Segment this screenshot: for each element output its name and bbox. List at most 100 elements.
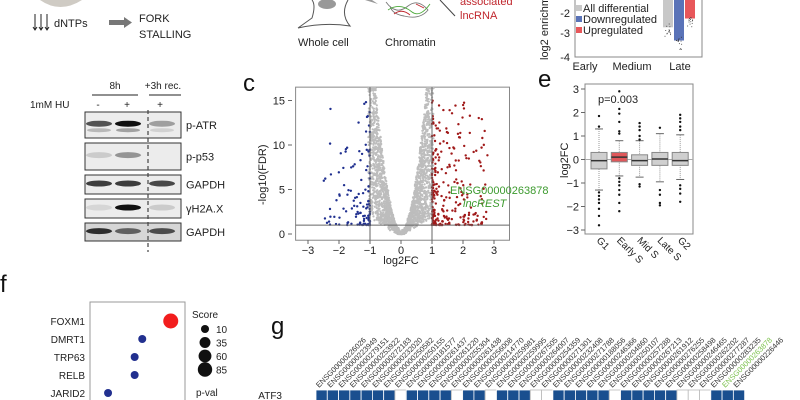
point-ns xyxy=(380,183,384,186)
point-ns xyxy=(425,98,429,102)
point-up xyxy=(438,129,442,132)
point-up xyxy=(450,112,454,115)
point-ns xyxy=(393,228,396,231)
y-tick: 2 xyxy=(573,108,579,120)
point-ns xyxy=(425,96,428,100)
point-down xyxy=(359,211,362,215)
point-up xyxy=(469,183,472,186)
point-ns xyxy=(419,204,422,207)
data-point xyxy=(665,29,667,31)
point-up xyxy=(442,140,445,143)
point-up xyxy=(467,213,471,217)
point-ns xyxy=(386,202,389,205)
point-ns xyxy=(410,205,413,209)
outlier xyxy=(658,201,662,205)
point-ns xyxy=(428,186,432,189)
dntps-label: dNTPs xyxy=(54,18,88,30)
bar xyxy=(685,0,695,19)
panel-b-schematic: associated lncRNA Whole cell Chromatin xyxy=(297,0,513,49)
point-ns xyxy=(388,207,391,211)
outlier xyxy=(597,125,601,128)
point-up xyxy=(472,220,475,223)
point-ns xyxy=(424,165,427,169)
down-arrows-icon xyxy=(32,14,50,31)
gene-name-annotation: lncREST xyxy=(463,198,508,210)
point-ns xyxy=(427,161,430,164)
point-ns xyxy=(424,148,427,151)
point-up xyxy=(436,217,439,220)
point-down xyxy=(364,188,367,191)
heatmap-cell xyxy=(383,389,396,400)
point-ns xyxy=(402,232,405,235)
point-down xyxy=(338,193,341,196)
point-down xyxy=(335,199,338,202)
data-point xyxy=(680,36,682,38)
point-ns xyxy=(382,208,385,212)
heatmap-cell xyxy=(721,389,734,400)
point-ns xyxy=(420,206,423,210)
point-ns xyxy=(378,129,381,132)
y-tick: 15 xyxy=(273,96,285,108)
point-ns xyxy=(421,174,424,177)
point-ns xyxy=(385,210,388,213)
point-ns xyxy=(376,213,379,216)
point-ns xyxy=(388,201,391,205)
data-point xyxy=(666,25,668,27)
point-ns xyxy=(419,161,422,164)
point-ns xyxy=(385,187,388,190)
point-ns xyxy=(371,192,374,196)
point-ns xyxy=(373,205,376,208)
point-ns xyxy=(423,195,427,199)
point-ns xyxy=(415,209,418,212)
point-ns xyxy=(372,94,375,97)
heatmap: ATF3 ENSG00000226026ENSG00000223949ENSG0… xyxy=(258,336,785,400)
point-ns xyxy=(370,98,373,101)
data-point xyxy=(679,48,681,50)
point-up xyxy=(459,131,462,135)
outlier xyxy=(597,201,601,205)
point-up xyxy=(478,159,481,162)
point-ns xyxy=(390,215,394,218)
point-down xyxy=(364,100,368,104)
point-ns xyxy=(432,164,435,167)
point-ns xyxy=(427,211,430,214)
point-ns xyxy=(382,220,385,223)
point-ns xyxy=(418,185,421,188)
point-ns xyxy=(425,122,429,125)
point-ns xyxy=(382,200,385,203)
point-up xyxy=(482,169,485,172)
point-ns xyxy=(413,193,416,196)
point-up xyxy=(447,184,450,187)
point-ns xyxy=(425,192,428,196)
point-up xyxy=(462,215,465,218)
outlier xyxy=(658,204,662,207)
point-ns xyxy=(426,120,429,124)
point-down xyxy=(349,166,353,169)
point-ns xyxy=(375,203,378,206)
point-up xyxy=(480,221,483,224)
point-ns xyxy=(416,188,419,191)
legend2-title: p-val xyxy=(196,388,218,399)
panel-label-e: e xyxy=(538,66,551,93)
point-ns xyxy=(421,187,424,190)
outlier xyxy=(618,120,621,124)
band xyxy=(115,228,141,235)
outlier xyxy=(658,188,662,192)
tf-label: TRP63 xyxy=(54,353,86,364)
point-ns xyxy=(384,208,387,211)
point-ns xyxy=(387,194,390,197)
point-ns xyxy=(371,154,374,158)
point-ns xyxy=(372,92,375,95)
point-ns xyxy=(390,209,393,212)
point-ns xyxy=(428,124,431,127)
x-tick: 1 xyxy=(429,245,435,257)
point-ns xyxy=(419,168,422,171)
heatmap-cell xyxy=(597,389,610,400)
data-point xyxy=(688,19,690,21)
x-tick: 0 xyxy=(398,245,404,257)
data-point xyxy=(692,19,694,21)
point-up xyxy=(448,108,451,112)
point-ns xyxy=(367,107,370,110)
point-up xyxy=(467,217,470,220)
point-ns xyxy=(428,133,431,136)
